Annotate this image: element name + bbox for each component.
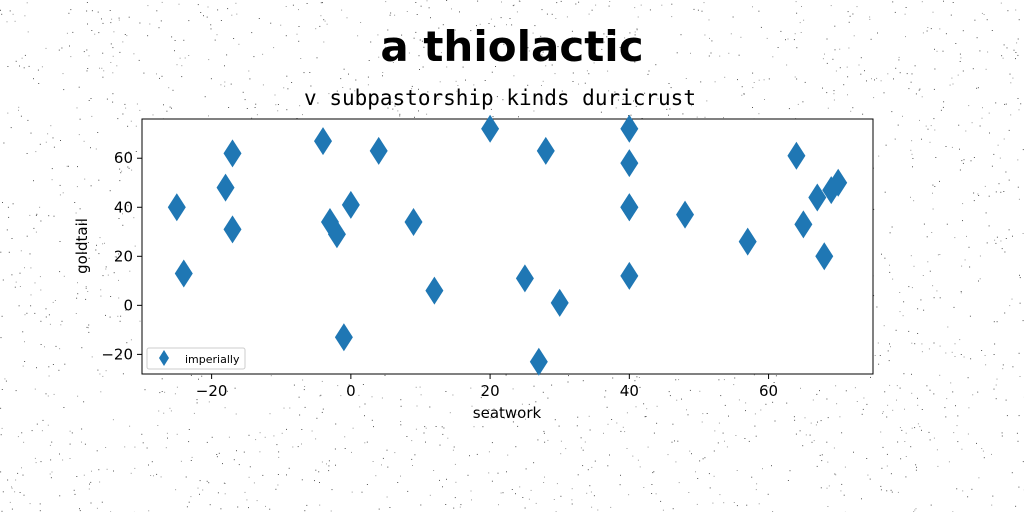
data-point — [808, 183, 827, 212]
legend-entry-label: imperially — [185, 353, 240, 366]
data-point — [341, 190, 360, 219]
x-axis-label: seatwork — [473, 404, 542, 422]
data-point — [369, 136, 388, 165]
x-tick-label: −20 — [196, 382, 228, 400]
data-point — [314, 127, 333, 156]
data-point — [404, 207, 423, 236]
x-tick-label: 20 — [481, 382, 500, 400]
data-point — [425, 276, 444, 305]
data-point — [167, 193, 186, 222]
data-point — [794, 210, 813, 239]
x-tick-label: 0 — [346, 382, 356, 400]
data-point — [676, 200, 695, 229]
y-axis-label: goldtail — [73, 218, 91, 274]
data-point — [829, 168, 848, 197]
x-tick-label: 40 — [620, 382, 639, 400]
y-tick-label: −20 — [101, 345, 133, 363]
data-point — [529, 347, 548, 376]
data-point — [620, 193, 639, 222]
data-point — [815, 242, 834, 271]
data-point — [620, 261, 639, 290]
data-point — [216, 173, 235, 202]
data-point — [223, 139, 242, 168]
axes: −20 0 20 40 60 −20 0 20 40 60 — [101, 149, 778, 400]
data-point — [481, 114, 500, 143]
data-point — [738, 227, 757, 256]
chart-title: a thiolactic — [380, 22, 644, 71]
data-point — [327, 220, 346, 249]
y-tick-label: 20 — [114, 247, 133, 265]
plot-area — [141, 118, 874, 375]
data-point — [334, 323, 353, 352]
legend-marker-icon — [159, 350, 169, 366]
x-tick-label: 60 — [759, 382, 778, 400]
data-point — [536, 136, 555, 165]
legend-box — [146, 347, 246, 370]
data-point — [620, 149, 639, 178]
legend: imperially — [146, 347, 246, 370]
data-points — [167, 114, 848, 376]
data-point — [787, 141, 806, 170]
y-tick-label: 0 — [123, 296, 133, 314]
y-tick-label: 40 — [114, 198, 133, 216]
data-point — [620, 114, 639, 143]
chart-subtitle: v subpastorship kinds duricrust — [304, 86, 696, 110]
y-tick-label: 60 — [114, 149, 133, 167]
data-point — [550, 288, 569, 317]
data-point — [515, 264, 534, 293]
data-point — [223, 215, 242, 244]
data-point — [174, 259, 193, 288]
